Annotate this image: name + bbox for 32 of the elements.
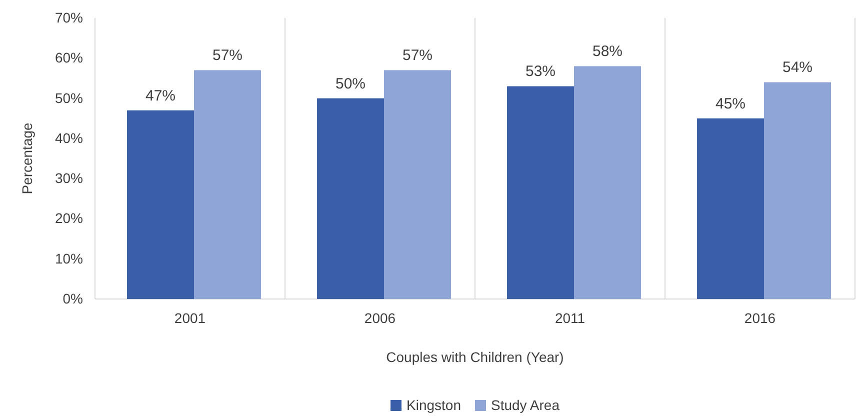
x-tick-label: 2006 bbox=[364, 310, 396, 326]
bar bbox=[384, 70, 451, 299]
bar bbox=[127, 110, 194, 299]
bar bbox=[764, 82, 831, 299]
data-label: 50% bbox=[335, 75, 366, 92]
bar bbox=[317, 98, 384, 299]
legend-label: Kingston bbox=[406, 397, 461, 413]
x-tick-label: 2001 bbox=[174, 310, 206, 326]
x-tick-label: 2011 bbox=[554, 310, 586, 326]
data-label: 58% bbox=[592, 43, 623, 60]
bar bbox=[574, 66, 641, 299]
x-tick-label: 2016 bbox=[744, 310, 776, 326]
data-label: 57% bbox=[212, 47, 243, 64]
data-label: 57% bbox=[402, 47, 433, 64]
y-tick-label: 50% bbox=[54, 90, 83, 106]
y-tick-label: 30% bbox=[54, 170, 83, 186]
data-label: 45% bbox=[715, 95, 746, 112]
x-axis-title: Couples with Children (Year) bbox=[386, 349, 564, 365]
data-label: 54% bbox=[782, 59, 813, 76]
y-tick-label: 0% bbox=[62, 290, 83, 306]
bar bbox=[697, 118, 764, 299]
legend-label: Study Area bbox=[490, 397, 560, 413]
y-tick-label: 60% bbox=[54, 50, 83, 66]
bar bbox=[507, 86, 574, 299]
data-label: 47% bbox=[145, 87, 176, 104]
bar bbox=[194, 70, 261, 299]
data-label: 53% bbox=[525, 63, 556, 80]
y-axis-title: Percentage bbox=[19, 122, 35, 194]
y-tick-label: 40% bbox=[54, 130, 83, 146]
y-tick-label: 20% bbox=[54, 210, 83, 226]
y-tick-label: 10% bbox=[54, 250, 83, 266]
y-tick-label: 70% bbox=[54, 9, 83, 26]
